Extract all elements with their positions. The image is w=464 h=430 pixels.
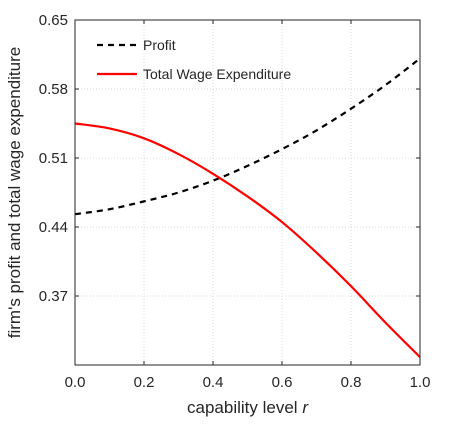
y-tick-label: 0.44 bbox=[39, 219, 68, 236]
x-tick-label: 0.4 bbox=[203, 374, 224, 391]
grid bbox=[75, 20, 420, 365]
x-tick-label: 1.0 bbox=[410, 374, 431, 391]
y-tick-label: 0.51 bbox=[39, 150, 68, 167]
legend-entry-total-wage-expenditure: Total Wage Expenditure bbox=[143, 66, 291, 82]
x-tick-label: 0.2 bbox=[134, 374, 155, 391]
y-tick-label: 0.65 bbox=[39, 12, 68, 29]
legend-entry-profit: Profit bbox=[143, 37, 176, 53]
x-tick-label: 0.0 bbox=[65, 374, 86, 391]
series-line-profit bbox=[74, 57, 421, 216]
series-line-total-wage-expenditure bbox=[74, 122, 421, 358]
y-axis-title: firm's profit and total wage expenditure bbox=[5, 47, 24, 338]
x-tick-label: 0.8 bbox=[341, 374, 362, 391]
x-axis-title: capability level r bbox=[187, 398, 309, 417]
legend: Profit Total Wage Expenditure bbox=[97, 37, 291, 82]
tick-labels: 0.0 0.2 0.4 0.6 0.8 1.0 0.37 0.44 0.51 0.58 0.65 bbox=[39, 12, 431, 391]
series-layer bbox=[74, 57, 421, 358]
y-tick-label: 0.37 bbox=[39, 288, 68, 305]
y-tick-label: 0.58 bbox=[39, 81, 68, 98]
plot-frame bbox=[74, 19, 421, 366]
ticks bbox=[74, 19, 421, 365]
x-tick-label: 0.6 bbox=[272, 374, 293, 391]
